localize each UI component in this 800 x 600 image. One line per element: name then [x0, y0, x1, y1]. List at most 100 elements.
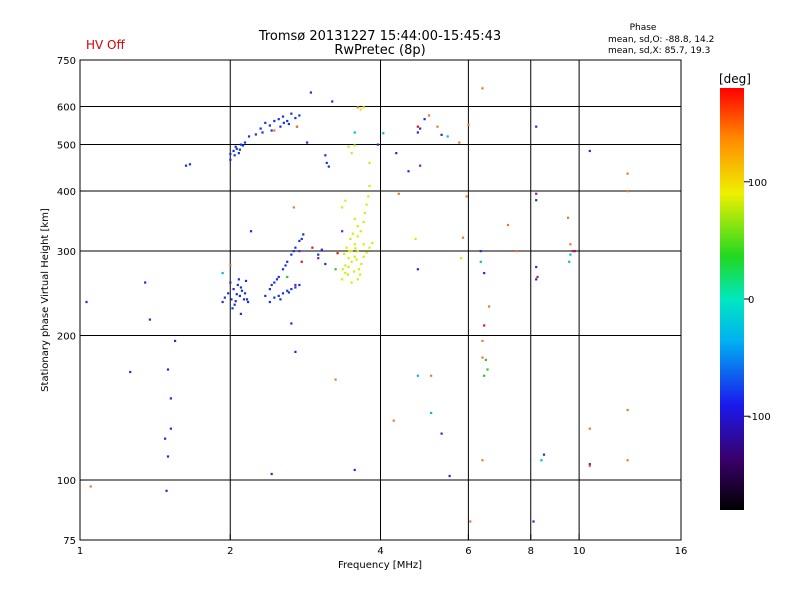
data-point [362, 106, 365, 109]
data-point [294, 286, 297, 289]
data-point [353, 144, 356, 147]
data-point [359, 108, 362, 111]
data-point [298, 239, 301, 243]
data-point [298, 250, 301, 253]
data-point [347, 145, 350, 148]
data-point [419, 164, 422, 167]
data-point [247, 135, 251, 138]
data-point [334, 378, 337, 381]
data-point [626, 408, 629, 412]
data-point [430, 374, 433, 377]
data-point [368, 246, 371, 249]
data-point [331, 100, 334, 103]
points-layer [85, 87, 629, 523]
data-point [282, 121, 285, 124]
data-point [273, 119, 276, 123]
y-tick-label: 200 [57, 332, 76, 343]
data-point [535, 199, 538, 202]
colorbar-tick-label: -100 [748, 412, 771, 423]
data-point [588, 464, 591, 468]
data-point [362, 220, 365, 224]
data-point [626, 172, 629, 175]
data-point [236, 283, 239, 287]
y-axis-label: Stationary phase Virtual Height [km] [40, 208, 51, 392]
data-point [246, 300, 250, 304]
data-point [440, 133, 443, 136]
data-point [85, 300, 88, 304]
data-point [407, 170, 410, 173]
data-point [356, 225, 359, 228]
data-point [446, 135, 449, 138]
data-point [360, 262, 363, 266]
data-point [350, 250, 353, 253]
grid-layer [80, 60, 681, 540]
data-point [264, 294, 267, 297]
data-point [298, 114, 301, 117]
data-point [292, 206, 295, 209]
data-point [239, 312, 243, 315]
data-point [286, 275, 289, 279]
data-point [356, 250, 359, 253]
data-point [344, 199, 347, 202]
data-point [356, 235, 359, 238]
data-point [626, 459, 629, 462]
data-point [573, 250, 576, 253]
phase-stat-o: mean, sd,O: -88.8, 14.2 [608, 35, 714, 45]
data-point [169, 427, 172, 430]
data-point [465, 195, 468, 198]
data-point [294, 350, 297, 353]
data-point [324, 262, 327, 266]
data-point [359, 230, 362, 233]
data-point [427, 114, 431, 117]
data-point [229, 281, 232, 284]
data-point [144, 281, 147, 284]
data-point [515, 250, 518, 253]
data-point [414, 237, 417, 241]
data-point [281, 292, 285, 295]
data-point [238, 294, 241, 297]
data-point [382, 132, 385, 135]
data-point [290, 288, 293, 291]
data-point [535, 265, 538, 269]
data-point [481, 339, 484, 343]
data-point [169, 397, 172, 400]
data-point [292, 250, 295, 253]
data-point [232, 149, 235, 153]
data-point [233, 303, 236, 306]
data-point [327, 165, 330, 168]
data-point [368, 184, 371, 188]
data-point [354, 247, 357, 250]
data-point [281, 268, 285, 271]
data-point [481, 356, 484, 359]
data-point [148, 318, 152, 321]
data-point [392, 419, 395, 422]
data-point [287, 291, 290, 294]
data-point [363, 212, 366, 215]
data-point [355, 258, 358, 261]
colorbar-label: [deg] [719, 72, 751, 86]
data-point [416, 131, 419, 134]
data-point [542, 453, 546, 456]
data-point [268, 288, 271, 291]
data-point [294, 246, 297, 249]
data-point [481, 87, 484, 90]
data-point [89, 485, 92, 488]
y-tick-label: 500 [57, 141, 76, 152]
data-point [264, 121, 267, 124]
data-point [588, 427, 591, 430]
data-point [237, 278, 240, 281]
data-point [306, 141, 309, 144]
data-point [350, 281, 353, 284]
data-point [286, 260, 289, 263]
data-point [347, 257, 350, 260]
data-point [245, 298, 249, 301]
data-point [341, 268, 344, 271]
data-point [348, 250, 351, 253]
data-point [423, 118, 426, 121]
data-point [302, 233, 305, 236]
data-point [416, 374, 419, 377]
x-tick-label: 8 [528, 546, 534, 557]
data-point [416, 268, 419, 271]
data-point [311, 246, 314, 249]
data-point [571, 250, 574, 253]
